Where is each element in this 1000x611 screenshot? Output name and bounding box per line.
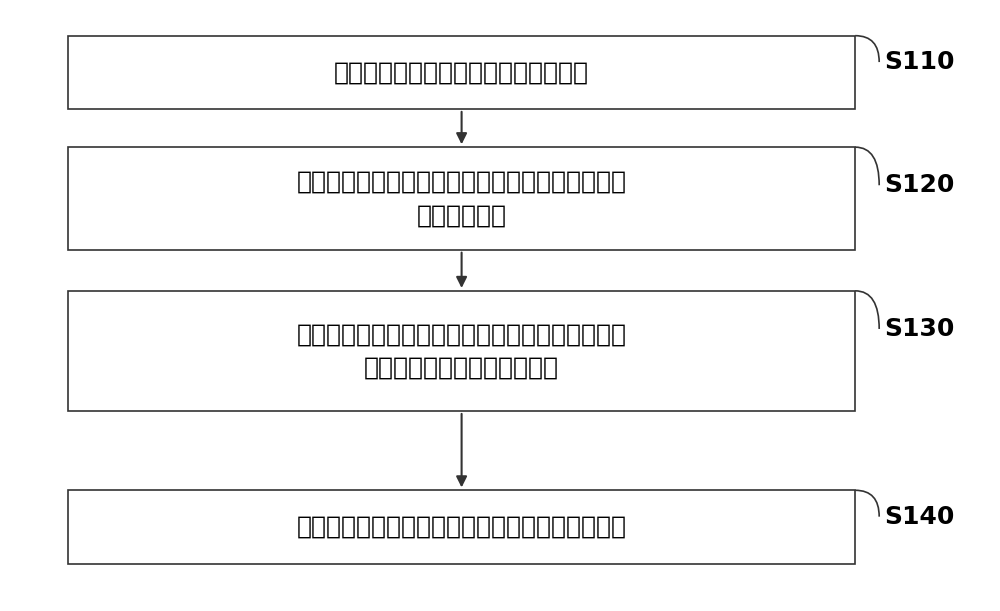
FancyBboxPatch shape [68, 490, 855, 563]
Text: 基于所述电缆数量确定不同电缆与大地之间的回路
的电压降关系: 基于所述电缆数量确定不同电缆与大地之间的回路 的电压降关系 [297, 170, 627, 227]
Text: 基于所述互阻抗关系确定不同电缆之间的布置参数: 基于所述互阻抗关系确定不同电缆之间的布置参数 [297, 515, 627, 539]
Text: S140: S140 [884, 505, 954, 529]
FancyBboxPatch shape [68, 291, 855, 411]
Text: 获得待布置的直流并联电缆的电缆数量: 获得待布置的直流并联电缆的电缆数量 [334, 60, 589, 84]
Text: S120: S120 [884, 174, 954, 197]
Text: S130: S130 [884, 317, 954, 341]
Text: 基于预设条件和所述电压降关系得到不同电缆与大
地之间回路之间的互阻抗关系: 基于预设条件和所述电压降关系得到不同电缆与大 地之间回路之间的互阻抗关系 [297, 322, 627, 379]
FancyBboxPatch shape [68, 147, 855, 250]
Text: S110: S110 [884, 50, 954, 74]
FancyBboxPatch shape [68, 35, 855, 109]
